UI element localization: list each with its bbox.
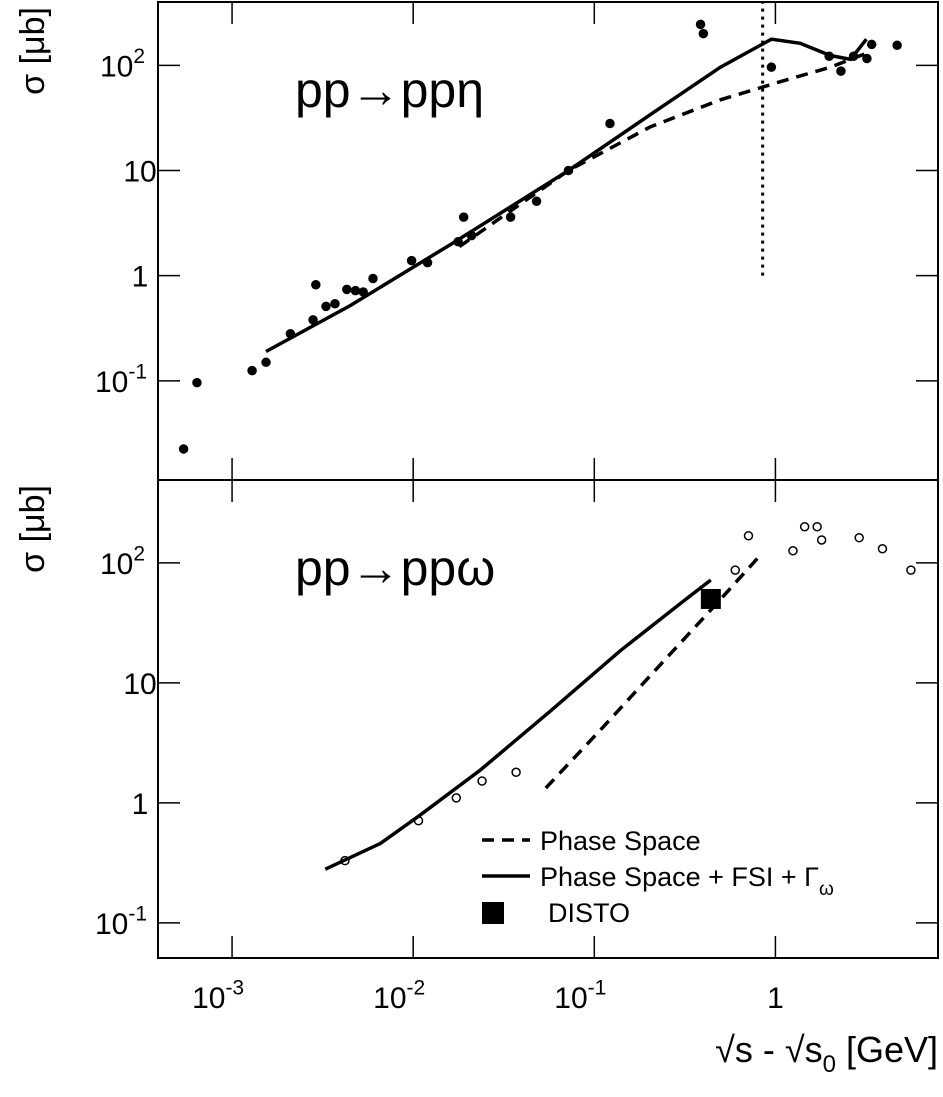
data-point <box>247 365 257 376</box>
tick-label-base: 10 <box>95 366 128 399</box>
y-axis-label: σ [μb] <box>14 7 52 95</box>
tick-label: 1 <box>132 788 149 821</box>
data-point <box>866 39 877 50</box>
data-point <box>458 212 469 222</box>
data-point <box>531 196 542 206</box>
tick-label: 1 <box>132 261 149 294</box>
data-point <box>511 767 521 777</box>
data-point <box>330 299 340 309</box>
x-axis-label-unit: [GeV] <box>836 1029 938 1070</box>
tick-label-exponent: -1 <box>128 360 147 383</box>
legend-label: DISTO <box>548 898 630 928</box>
data-point <box>321 301 331 312</box>
tick-label: 10-3 <box>192 977 244 1016</box>
legend-label-text: Phase Space <box>540 826 701 856</box>
data-point <box>788 546 798 556</box>
dashed-curve <box>458 51 868 249</box>
solid-curve <box>324 578 712 871</box>
legend-label: Phase Space <box>540 826 701 856</box>
panel-label: pp→ppω <box>295 540 495 596</box>
tick-label: 102 <box>100 45 145 84</box>
data-point <box>605 118 615 129</box>
data-square <box>700 588 721 609</box>
solid-curve <box>265 37 868 354</box>
data-point <box>812 521 822 532</box>
legend-swatch <box>482 902 504 924</box>
legend-label: Phase Space + FSI + Γω <box>540 862 834 900</box>
plot-frame <box>157 479 939 959</box>
legend-label-text: DISTO <box>548 898 630 928</box>
data-point <box>877 544 888 554</box>
x-axis-label-sub: 0 <box>823 1051 836 1078</box>
data-point <box>477 776 487 786</box>
tick-label: 102 <box>100 542 145 581</box>
tick-label-exponent: -1 <box>128 902 147 925</box>
tick-label-base: 10 <box>554 982 587 1015</box>
tick-label-base: 10 <box>100 548 133 581</box>
panel-label: pp→ppη <box>295 62 484 118</box>
tick-label: 1 <box>767 982 784 1015</box>
data-point <box>836 66 846 76</box>
data-point <box>505 212 516 222</box>
tick-label-exponent: -3 <box>225 977 244 1000</box>
legend-label-text: Phase Space + FSI + Γ <box>540 862 819 892</box>
legend-label-sub: ω <box>819 879 834 900</box>
data-point <box>368 273 378 284</box>
tick-label: 10 <box>123 155 156 188</box>
tick-label-exponent: -1 <box>588 977 607 1000</box>
data-point <box>695 19 706 30</box>
x-axis-label-main: √s - √s <box>715 1029 823 1070</box>
data-point <box>698 28 709 39</box>
data-point <box>192 377 202 388</box>
tick-label: 10-2 <box>373 977 425 1016</box>
tick-label-base: 10 <box>192 982 225 1015</box>
tick-label-base: 10 <box>100 50 133 83</box>
plot-frame <box>157 1 939 481</box>
data-point <box>406 255 417 266</box>
tick-label-exponent: 2 <box>133 45 145 68</box>
tick-label-exponent: 2 <box>133 542 145 565</box>
data-point <box>862 53 872 64</box>
data-point <box>766 62 777 72</box>
data-point <box>816 535 827 545</box>
data-point <box>350 285 361 296</box>
tick-label-base: 10 <box>95 908 128 941</box>
tick-label-base: 10 <box>373 982 406 1015</box>
data-point <box>308 315 318 325</box>
data-point <box>854 532 864 543</box>
tick-label: 10-1 <box>554 977 606 1016</box>
data-point <box>451 793 462 803</box>
data-point <box>906 565 916 575</box>
y-axis-label: σ [μb] <box>14 485 52 573</box>
dashed-curve <box>544 553 763 790</box>
data-point <box>730 565 740 575</box>
data-point <box>799 521 810 532</box>
x-axis-label: √s - √s0 [GeV] <box>715 1029 938 1078</box>
data-point <box>178 444 189 454</box>
data-point <box>892 40 902 51</box>
tick-label-exponent: -2 <box>407 977 426 1000</box>
data-point <box>743 531 754 541</box>
tick-label: 10-1 <box>95 360 147 399</box>
tick-label: 10 <box>123 668 156 701</box>
data-point <box>311 279 321 290</box>
data-point <box>342 284 352 295</box>
tick-label: 10-1 <box>95 902 147 941</box>
data-point <box>261 357 271 368</box>
